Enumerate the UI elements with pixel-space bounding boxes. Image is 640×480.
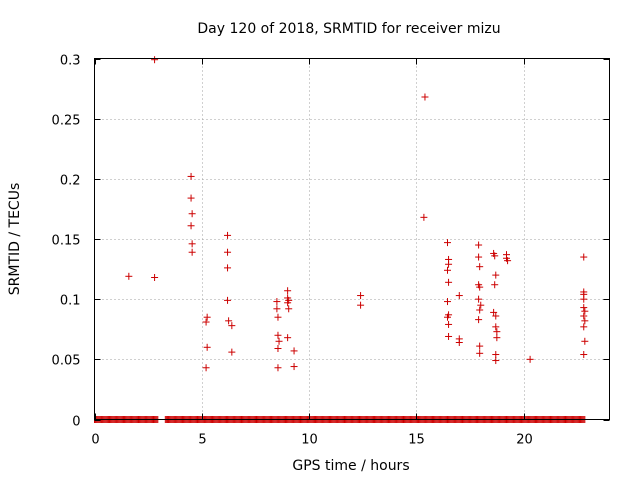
data-point xyxy=(188,248,196,256)
data-point xyxy=(492,357,500,365)
data-point xyxy=(421,93,429,101)
x-tick-label: 5 xyxy=(198,433,206,448)
y-tick-label: 0.05 xyxy=(52,354,81,369)
data-point xyxy=(455,338,463,346)
y-tick-label: 0.1 xyxy=(60,294,81,309)
y-tick-label: 0.2 xyxy=(60,174,81,189)
data-point xyxy=(477,301,485,309)
data-point xyxy=(580,304,588,312)
data-point xyxy=(580,295,588,303)
data-point xyxy=(445,320,453,328)
tick-labels: 0 5 10 15 20 0 0.05 0.1 0.15 0.2 0.25 0.3 xyxy=(52,54,533,448)
data-point xyxy=(580,351,588,359)
y-tick-label: 0.15 xyxy=(52,234,81,249)
data-point xyxy=(203,313,211,321)
data-point xyxy=(203,343,211,351)
data-point xyxy=(493,334,501,342)
chart-title: Day 120 of 2018, SRMTID for receiver miz… xyxy=(197,21,500,37)
data-point xyxy=(581,317,589,325)
data-point xyxy=(187,172,195,180)
data-point xyxy=(476,306,484,314)
data-point xyxy=(476,342,484,350)
axis-ticks xyxy=(94,58,610,421)
data-point xyxy=(475,241,483,249)
data-point xyxy=(475,253,483,261)
data-point xyxy=(491,252,499,260)
data-point xyxy=(187,194,195,202)
data-point xyxy=(228,348,236,356)
data-point xyxy=(580,312,588,320)
data-point xyxy=(202,318,210,326)
y-tick-label: 0.3 xyxy=(60,54,81,69)
data-point xyxy=(492,323,500,331)
data-point xyxy=(443,298,451,306)
data-point xyxy=(445,332,453,340)
data-point xyxy=(225,317,233,325)
data-point xyxy=(455,292,463,300)
data-point xyxy=(224,231,232,239)
data-point xyxy=(581,307,589,315)
y-tick-label: 0.25 xyxy=(52,114,81,129)
data-point xyxy=(445,278,453,286)
data-point xyxy=(285,305,293,313)
data-point xyxy=(492,312,500,320)
data-point xyxy=(504,257,512,265)
data-point xyxy=(274,345,282,353)
data-point xyxy=(290,363,298,371)
data-point xyxy=(202,364,210,372)
data-point xyxy=(274,313,282,321)
data-point xyxy=(493,328,501,336)
plot-border xyxy=(94,58,610,420)
data-point xyxy=(492,351,500,359)
data-point xyxy=(445,260,453,268)
y-tick-label: 0 xyxy=(72,415,80,430)
data-point xyxy=(187,222,195,230)
data-point xyxy=(357,292,365,300)
data-point xyxy=(151,56,159,64)
data-point xyxy=(580,253,588,261)
data-point xyxy=(188,240,196,248)
data-point xyxy=(492,271,500,279)
data-point xyxy=(443,313,451,321)
data-point xyxy=(420,213,428,221)
data-point xyxy=(476,263,484,271)
data-point xyxy=(491,281,499,289)
data-point xyxy=(284,287,292,295)
data-point xyxy=(443,239,451,247)
data-point xyxy=(228,322,236,330)
data-point xyxy=(357,301,365,309)
grid xyxy=(94,58,610,420)
data-point xyxy=(475,295,483,303)
data-point xyxy=(188,210,196,218)
x-tick-label: 15 xyxy=(408,433,425,448)
data-point xyxy=(274,364,282,372)
y-axis-label: SRMTID / TECUs xyxy=(7,183,23,296)
data-point xyxy=(224,264,232,272)
data-point xyxy=(125,272,133,280)
data-point xyxy=(526,355,534,363)
data-point xyxy=(581,337,589,345)
data-point xyxy=(284,334,292,342)
data-point xyxy=(224,248,232,256)
data-point xyxy=(273,298,281,306)
x-tick-label: 20 xyxy=(516,433,533,448)
x-tick-label: 10 xyxy=(301,433,318,448)
data-point xyxy=(284,299,292,307)
data-point xyxy=(490,308,498,316)
x-axis-label: GPS time / hours xyxy=(292,458,409,474)
data-point xyxy=(273,305,281,313)
data-point xyxy=(580,323,588,331)
x-tick-label: 0 xyxy=(91,433,99,448)
data-point xyxy=(290,347,298,355)
data-point xyxy=(274,331,282,339)
data-point xyxy=(476,349,484,357)
data-point xyxy=(275,337,283,345)
data-point xyxy=(443,266,451,274)
data-point xyxy=(151,274,159,282)
data-points xyxy=(94,56,589,423)
data-point xyxy=(475,316,483,324)
data-point xyxy=(476,283,484,291)
data-point xyxy=(224,296,232,304)
